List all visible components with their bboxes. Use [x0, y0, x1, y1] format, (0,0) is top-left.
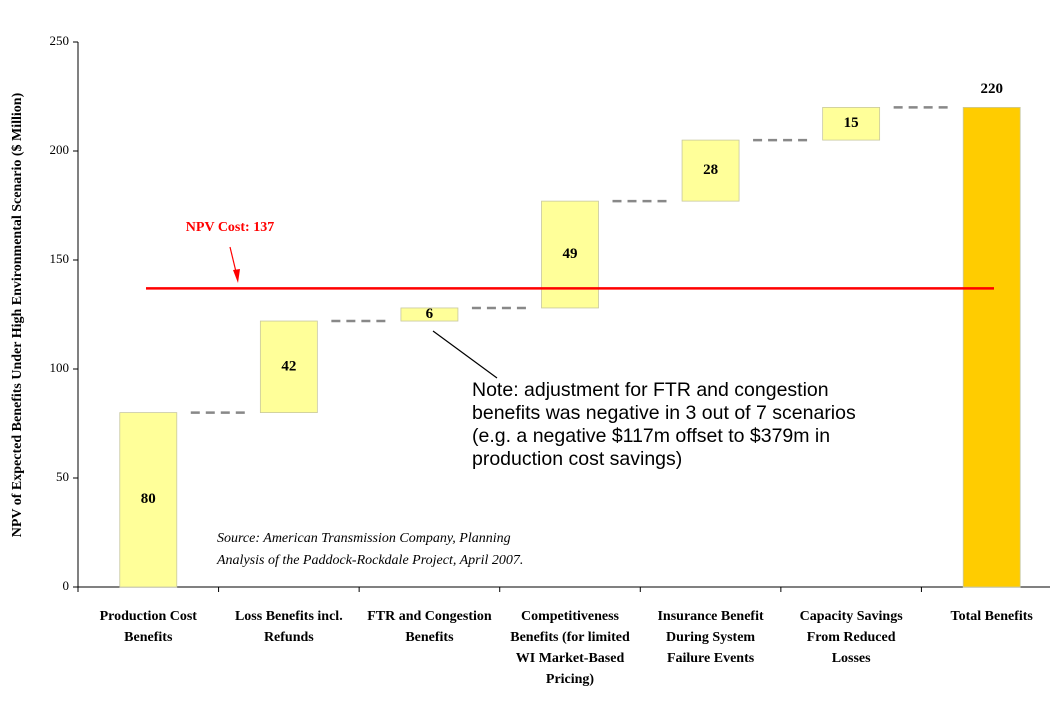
x-tick-label: Insurance Benefit During System Failure …: [657, 609, 764, 666]
data-label: 80: [141, 491, 156, 507]
x-tick-label: FTR and Congestion Benefits: [367, 609, 492, 645]
source: Source: American Transmission Company, P…: [217, 531, 511, 546]
note: production cost savings): [472, 448, 682, 470]
data-label: 15: [844, 115, 859, 131]
bar: [962, 107, 1021, 588]
data-label: 6: [426, 306, 434, 322]
note: Note: adjustment for FTR and congestion: [472, 379, 829, 401]
bar: [400, 307, 459, 322]
y-tick-label: 150: [50, 251, 70, 266]
y-tick-label: 0: [63, 578, 70, 593]
x-tick-label: Total Benefits: [950, 609, 1033, 624]
reference-label: NPV Cost: 137: [186, 220, 274, 235]
bar: [259, 320, 318, 414]
x-tick-label: Competitiveness Benefits (for limited WI…: [510, 609, 630, 687]
source: Analysis of the Paddock-Rockdale Project…: [216, 553, 523, 568]
bar: [822, 107, 881, 141]
y-axis-label: NPV of Expected Benefits Under High Envi…: [10, 92, 25, 537]
data-label: 42: [281, 358, 296, 374]
y-tick-label: 250: [50, 33, 70, 48]
data-label: 220: [980, 81, 1003, 97]
y-tick-label: 200: [50, 142, 70, 157]
x-tick-label: Capacity Savings From Reduced Losses: [799, 609, 903, 666]
bar: [681, 139, 740, 202]
x-tick-label: Loss Benefits incl. Refunds: [234, 609, 343, 645]
note-pointer: [432, 330, 498, 379]
bar: [541, 200, 599, 309]
y-tick-label: 50: [56, 469, 69, 484]
data-label: 28: [703, 162, 718, 178]
bar: [119, 412, 178, 588]
y-tick-label: 100: [50, 360, 70, 375]
reference-arrowhead: [233, 269, 240, 283]
data-label: 49: [563, 246, 578, 262]
note: (e.g. a negative $117m offset to $379m i…: [472, 425, 830, 447]
x-tick-label: Production Cost Benefits: [99, 609, 197, 645]
note: benefits was negative in 3 out of 7 scen…: [472, 402, 856, 424]
